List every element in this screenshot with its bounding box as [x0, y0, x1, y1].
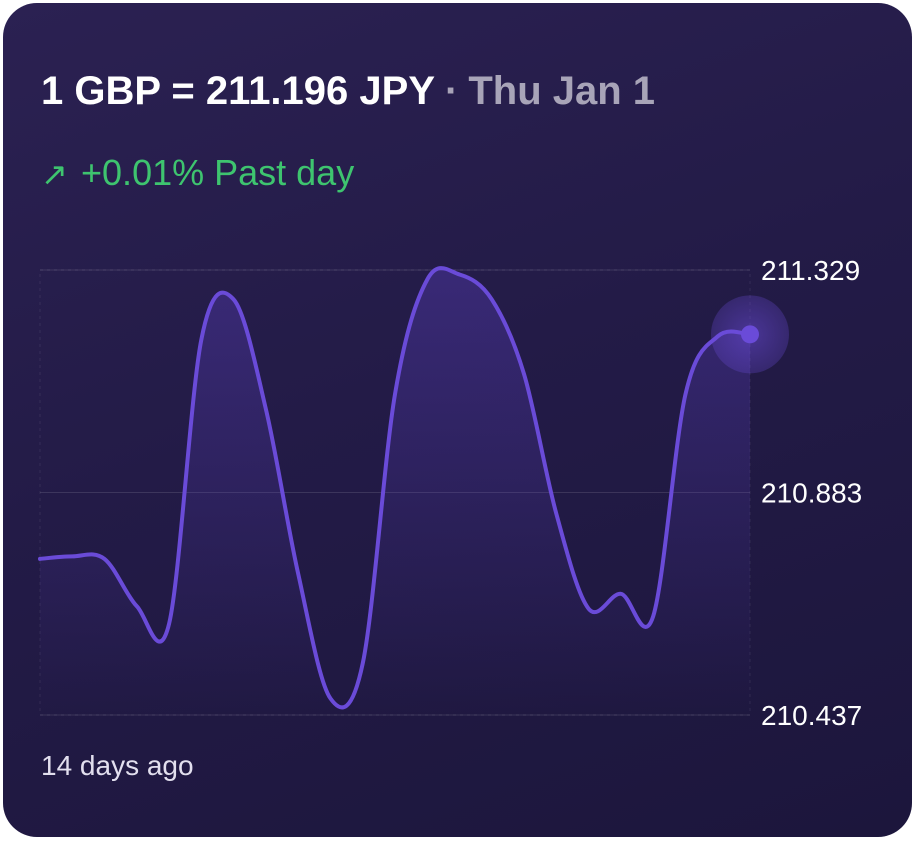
title-separator: ·	[445, 69, 459, 113]
area-fill	[40, 268, 750, 715]
rate-value: 1 GBP = 211.196 JPY	[41, 69, 436, 113]
change-text: +0.01% Past day	[81, 152, 355, 193]
start-label: 14 days ago	[41, 750, 194, 781]
change-indicator: ↗ +0.01% Past day	[41, 151, 354, 196]
rate-title: 1 GBP = 211.196 JPY · Thu Jan 1	[41, 67, 655, 115]
y-tick-label: 210.437	[761, 700, 862, 731]
y-tick-label: 210.883	[761, 478, 862, 509]
rate-date: Thu Jan 1	[468, 69, 656, 113]
rate-chart: 211.329 210.883 210.437	[38, 255, 862, 731]
y-tick-label: 211.329	[761, 255, 860, 286]
trend-up-icon: ↗	[41, 156, 68, 192]
exchange-rate-card: 1 GBP = 211.196 JPY · Thu Jan 1 ↗ +0.01% P…	[3, 3, 912, 837]
current-point	[741, 325, 759, 344]
series-line	[38, 266, 752, 710]
